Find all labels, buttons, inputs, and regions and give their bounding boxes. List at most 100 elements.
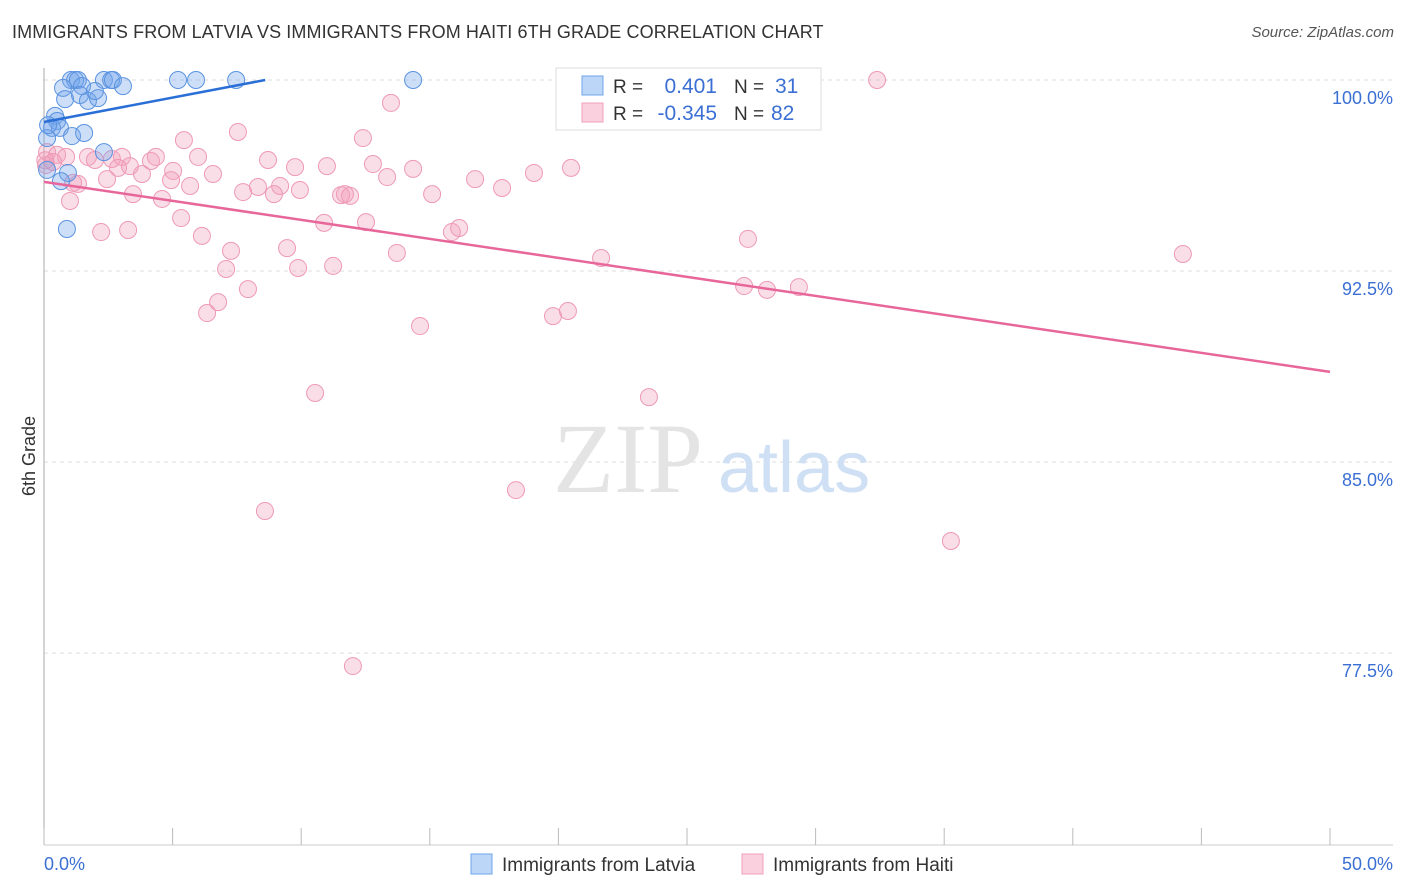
watermark-zip: ZIP [553, 403, 703, 514]
point-haiti [248, 177, 267, 196]
point-haiti [592, 249, 611, 268]
point-haiti [181, 176, 200, 195]
trendline-latvia [43, 78, 266, 124]
point-haiti [381, 93, 400, 112]
watermark-atlas: atlas [718, 428, 870, 508]
y-axis-title: 6th Grade [19, 416, 39, 496]
r-label: R = [613, 104, 643, 125]
point-haiti [238, 280, 257, 299]
point-haiti [255, 501, 274, 520]
point-latvia [113, 77, 132, 96]
point-latvia [54, 78, 73, 97]
y-tick-label: 77.5% [1342, 661, 1393, 681]
x-tick-label-max: 50.0% [1342, 854, 1393, 874]
point-haiti [172, 209, 191, 228]
point-haiti [343, 657, 362, 676]
point-haiti [466, 170, 485, 189]
r-value-latvia: 0.401 [664, 75, 717, 98]
point-haiti [524, 163, 543, 182]
n-value-latvia: 31 [775, 75, 798, 98]
point-haiti [387, 243, 406, 262]
point-haiti [120, 157, 139, 176]
point-haiti [450, 218, 469, 237]
y-tick-label: 85.0% [1342, 470, 1393, 490]
legend-swatch-haiti [741, 853, 764, 875]
point-haiti [92, 223, 111, 242]
point-latvia [38, 160, 57, 179]
stats-legend: R = 0.401 N = 31 R = -0.345 N = 82 [555, 67, 822, 131]
point-haiti [98, 170, 117, 189]
point-haiti [112, 147, 131, 166]
trendline-haiti [43, 180, 1331, 374]
grid [44, 79, 1393, 654]
point-latvia [63, 127, 82, 146]
point-haiti [198, 304, 217, 323]
point-haiti [164, 161, 183, 180]
point-latvia [51, 172, 70, 191]
point-haiti [562, 158, 581, 177]
point-haiti [217, 259, 236, 278]
point-haiti [506, 481, 525, 500]
point-haiti [209, 293, 228, 312]
point-haiti [493, 178, 512, 197]
point-haiti [278, 239, 297, 258]
bottom-legend: Immigrants from Latvia Immigrants from H… [470, 853, 954, 876]
point-haiti [146, 147, 165, 166]
chart-title: IMMIGRANTS FROM LATVIA VS IMMIGRANTS FRO… [12, 22, 824, 42]
point-haiti [558, 302, 577, 321]
n-label: N = [734, 104, 764, 125]
point-haiti [543, 307, 562, 326]
r-value-haiti: -0.345 [657, 102, 717, 125]
point-haiti [109, 158, 128, 177]
point-latvia [78, 91, 97, 110]
point-haiti [119, 221, 138, 240]
x-tick-label-min: 0.0% [44, 854, 85, 874]
point-haiti [203, 164, 222, 183]
point-latvia [404, 71, 423, 89]
point-haiti [192, 226, 211, 245]
point-haiti [411, 317, 430, 336]
point-haiti [324, 256, 343, 275]
point-haiti [404, 159, 423, 178]
y-tick-label: 100.0% [1332, 88, 1393, 108]
point-haiti [60, 191, 79, 210]
point-latvia [38, 129, 57, 148]
point-haiti [363, 155, 382, 174]
point-haiti [738, 229, 757, 248]
point-haiti [423, 185, 442, 204]
point-haiti [353, 129, 372, 148]
point-haiti [234, 183, 253, 202]
n-value-haiti: 82 [771, 102, 794, 125]
point-latvia [94, 143, 113, 162]
haiti-swatch [581, 102, 604, 123]
point-latvia [62, 71, 81, 89]
point-haiti [789, 278, 808, 297]
point-haiti [332, 186, 351, 205]
n-label: N = [734, 77, 764, 98]
point-haiti [290, 181, 309, 200]
point-haiti [868, 71, 887, 89]
point-latvia [85, 81, 104, 100]
point-haiti [228, 122, 247, 141]
point-haiti [1173, 244, 1192, 263]
legend-swatch-latvia [470, 853, 493, 875]
latvia-swatch [581, 75, 604, 96]
x-ticks [43, 828, 1331, 845]
point-latvia [57, 219, 76, 238]
point-latvia [169, 71, 188, 89]
point-latvia [103, 71, 122, 89]
point-latvia [75, 123, 94, 142]
point-haiti [189, 147, 208, 166]
r-label: R = [613, 77, 643, 98]
point-haiti [941, 532, 960, 551]
point-latvia [56, 90, 75, 109]
point-haiti [286, 158, 305, 177]
legend-label-latvia: Immigrants from Latvia [502, 855, 696, 876]
point-haiti [639, 388, 658, 407]
point-haiti [174, 131, 193, 150]
point-haiti [162, 171, 181, 190]
point-latvia [187, 71, 206, 89]
point-haiti [259, 150, 278, 169]
point-haiti [264, 185, 283, 204]
